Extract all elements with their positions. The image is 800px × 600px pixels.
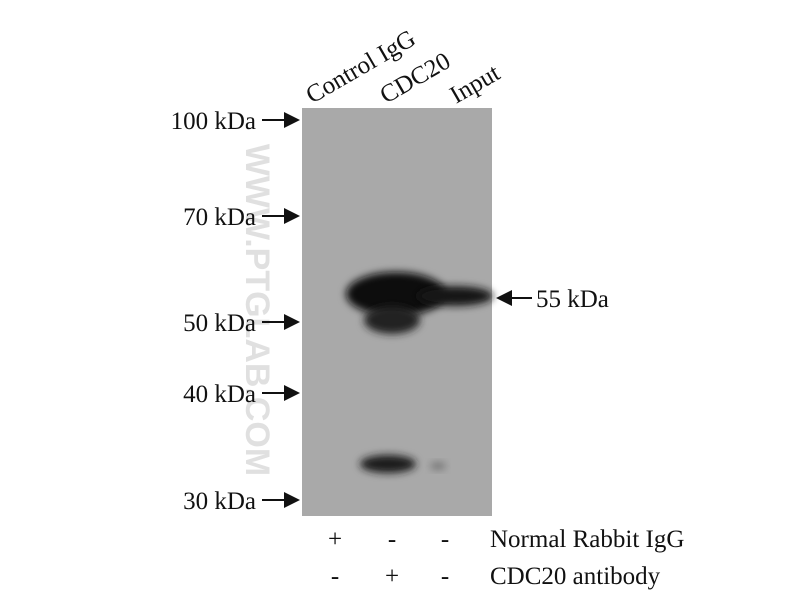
band — [360, 455, 416, 473]
condition-label: Normal Rabbit IgG — [490, 526, 684, 553]
band — [417, 286, 493, 306]
band — [346, 272, 446, 316]
marker-label: 40 kDa — [183, 381, 256, 408]
condition-label: CDC20 antibody — [490, 563, 661, 590]
bands — [346, 272, 493, 473]
markers: 100 kDa 70 kDa 50 kDa 40 kDa 30 kDa — [171, 108, 300, 515]
sign: + — [385, 563, 399, 590]
marker-label: 30 kDa — [183, 488, 256, 515]
band — [364, 306, 420, 334]
watermark: WWW.PTGLAB.COM — [238, 144, 276, 476]
marker-label: 70 kDa — [183, 204, 256, 231]
band-label: 55 kDa — [536, 286, 609, 313]
lane-label: Input — [446, 59, 505, 109]
sign: - — [441, 563, 449, 590]
marker-label: 100 kDa — [171, 108, 256, 135]
lane-labels: Control IgG CDC20 Input — [302, 25, 505, 109]
sign: - — [441, 526, 449, 553]
sign: + — [328, 526, 342, 553]
marker-label: 50 kDa — [183, 310, 256, 337]
conditions: + - - Normal Rabbit IgG - + - CDC20 anti… — [328, 526, 684, 590]
sign: - — [388, 526, 396, 553]
band — [430, 462, 446, 470]
sign: - — [331, 563, 339, 590]
